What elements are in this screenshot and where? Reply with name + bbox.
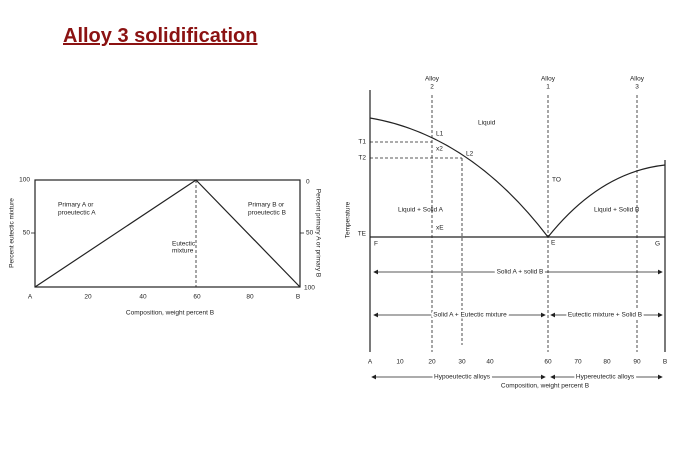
alloy-label: Alloy (425, 76, 440, 83)
temp-label: TE (358, 231, 367, 238)
region-label: Liquid (478, 120, 496, 127)
point-label: x2 (436, 146, 443, 153)
y-tick-label: 50 (306, 230, 314, 237)
point-label: xE (436, 225, 444, 232)
y-tick-label: 50 (23, 230, 31, 237)
x-label: Composition, weight percent B (501, 383, 589, 390)
temp-label: T2 (358, 155, 366, 162)
range-label: Hypereutectic alloys (576, 374, 635, 381)
alloy-label: 3 (635, 84, 639, 91)
x-tick-label: A (28, 294, 33, 301)
x-tick-label: B (296, 294, 300, 301)
x-tick-label: A (368, 359, 373, 366)
region-label: Eutectic mixture + Solid B (568, 312, 642, 319)
y-tick-label: 100 (19, 177, 30, 184)
frame (34, 179, 301, 288)
y-tick-label: 100 (304, 285, 315, 292)
x-tick-label: 60 (193, 294, 201, 301)
x-tick-label: 40 (486, 359, 494, 366)
region-label: proeutectic A (58, 210, 96, 217)
x-label: Composition, weight percent B (126, 310, 214, 317)
x-tick-label: 90 (633, 359, 641, 366)
x-tick-label: 40 (139, 294, 147, 301)
point-label: L2 (466, 151, 474, 158)
temp-label: T1 (358, 139, 366, 146)
y-label: Temperature (345, 201, 352, 238)
region-label: Solid A + Eutectic mixture (433, 312, 507, 319)
region-label: Primary B or (248, 202, 285, 209)
alloy-label: Alloy (541, 76, 556, 83)
alloy-label: Alloy (630, 76, 645, 83)
right-diagram: Alloy 2 Alloy 1 Alloy 3 Temperature T1 T… (345, 76, 667, 390)
x-tick-label: 70 (574, 359, 582, 366)
alloy-label: 2 (430, 84, 434, 91)
x-tick-label: 60 (544, 359, 552, 366)
left-diagram: Percent eutectic mixture Percent primary… (9, 177, 322, 317)
point-label: L1 (436, 131, 444, 138)
point-label: G (655, 241, 660, 248)
x-tick-label: 20 (84, 294, 92, 301)
range-label: Hypoeutectic alloys (434, 374, 491, 381)
x-tick-label: 10 (396, 359, 404, 366)
region-label: Eutectic (172, 241, 196, 248)
x-tick-label: B (663, 359, 667, 366)
region-label: Liquid + Solid B (594, 207, 639, 214)
liquidus-a (369, 117, 549, 238)
y-label-right: Percent primary A or primary B (314, 189, 321, 278)
x-tick-label: 20 (428, 359, 436, 366)
x-tick-label: 30 (458, 359, 466, 366)
y-label-left: Percent eutectic mixture (9, 198, 16, 268)
region-label: proeutectic B (248, 210, 286, 217)
point-label: F (374, 241, 378, 248)
alloy-label: 1 (546, 84, 550, 91)
eutectic-triangle (34, 179, 301, 288)
region-label: Liquid + Solid A (398, 207, 444, 214)
region-label: Solid A + solid B (497, 269, 544, 276)
point-label: E (551, 240, 556, 247)
region-label: Primary A or (58, 202, 94, 209)
y-tick-label: 0 (306, 179, 310, 186)
slide-title: Alloy 3 solidification (63, 25, 257, 47)
point-label: TO (552, 177, 561, 184)
x-tick-label: 80 (246, 294, 254, 301)
liquidus-b (547, 164, 666, 238)
x-tick-label: 80 (603, 359, 611, 366)
region-label: mixture (172, 248, 194, 255)
